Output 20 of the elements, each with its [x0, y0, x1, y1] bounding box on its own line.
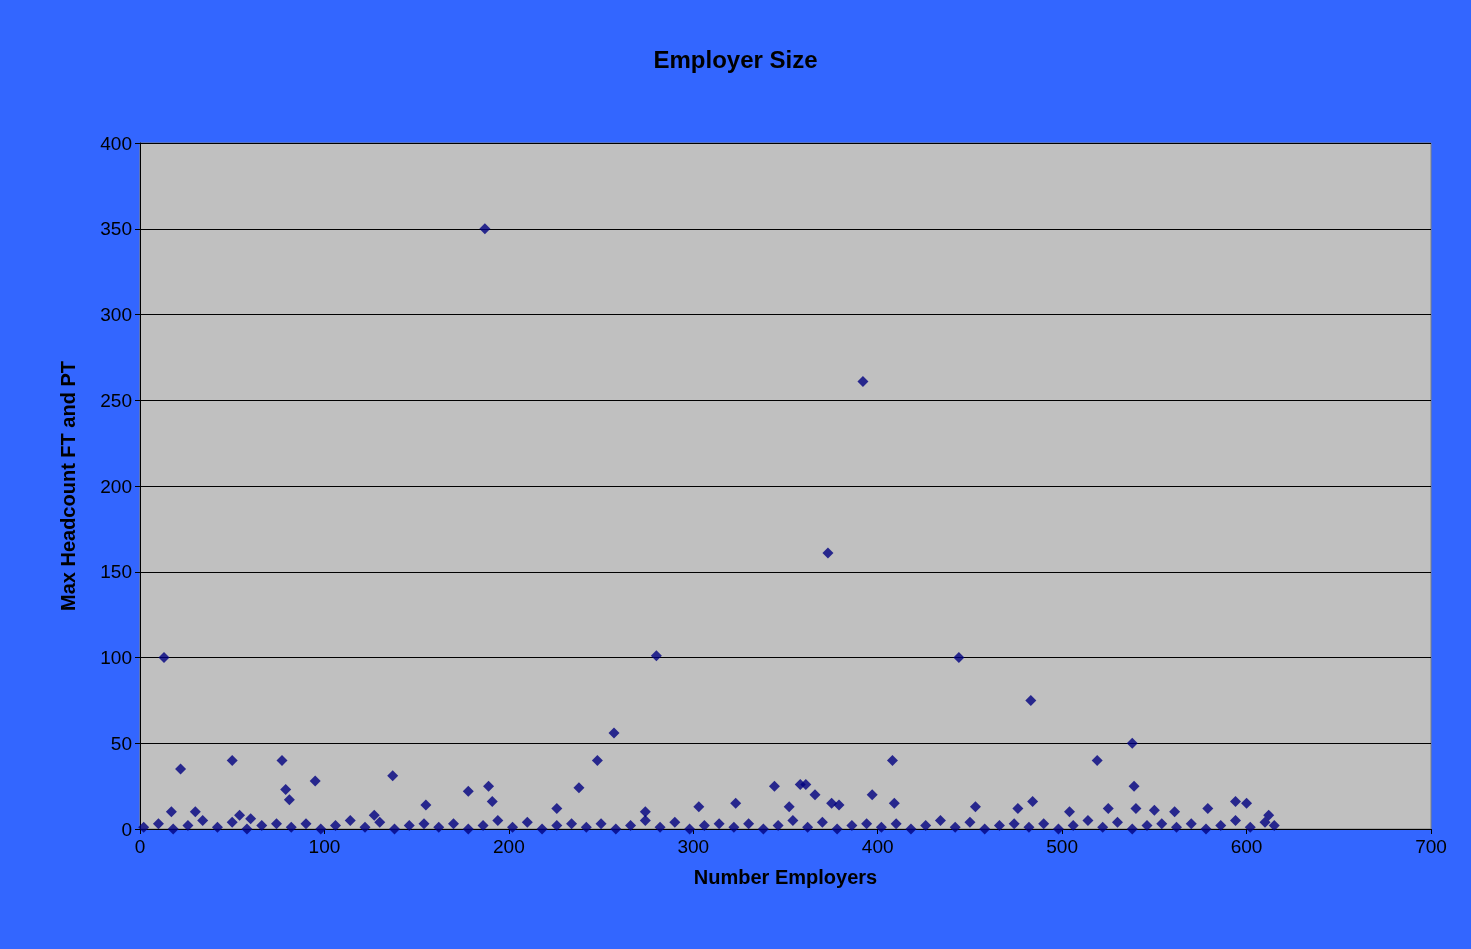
y-tick-label: 350: [100, 218, 132, 240]
y-tick-label: 250: [100, 389, 132, 411]
y-tick-label: 50: [110, 732, 132, 754]
x-tick-label: 400: [861, 836, 894, 857]
y-tick-label: 0: [121, 818, 132, 840]
y-tick-label: 300: [100, 304, 132, 325]
x-tick-label: 300: [677, 836, 710, 857]
x-tick-label: 700: [1415, 836, 1447, 857]
y-axis-title: Max Headcount FT and PT: [57, 360, 79, 612]
chart-title: Employer Size: [653, 45, 818, 73]
x-tick-label: 200: [493, 836, 525, 857]
y-tick-label: 400: [100, 132, 132, 154]
y-tick-label: 150: [100, 561, 132, 583]
x-tick-label: 500: [1046, 836, 1078, 857]
y-tick-label: 100: [100, 647, 132, 668]
y-tick-label: 200: [100, 475, 132, 497]
x-tick-label: 100: [308, 836, 341, 857]
x-tick-label: 600: [1230, 836, 1263, 857]
x-axis-title: Number Employers: [693, 866, 878, 888]
x-tick-label: 0: [134, 836, 146, 857]
